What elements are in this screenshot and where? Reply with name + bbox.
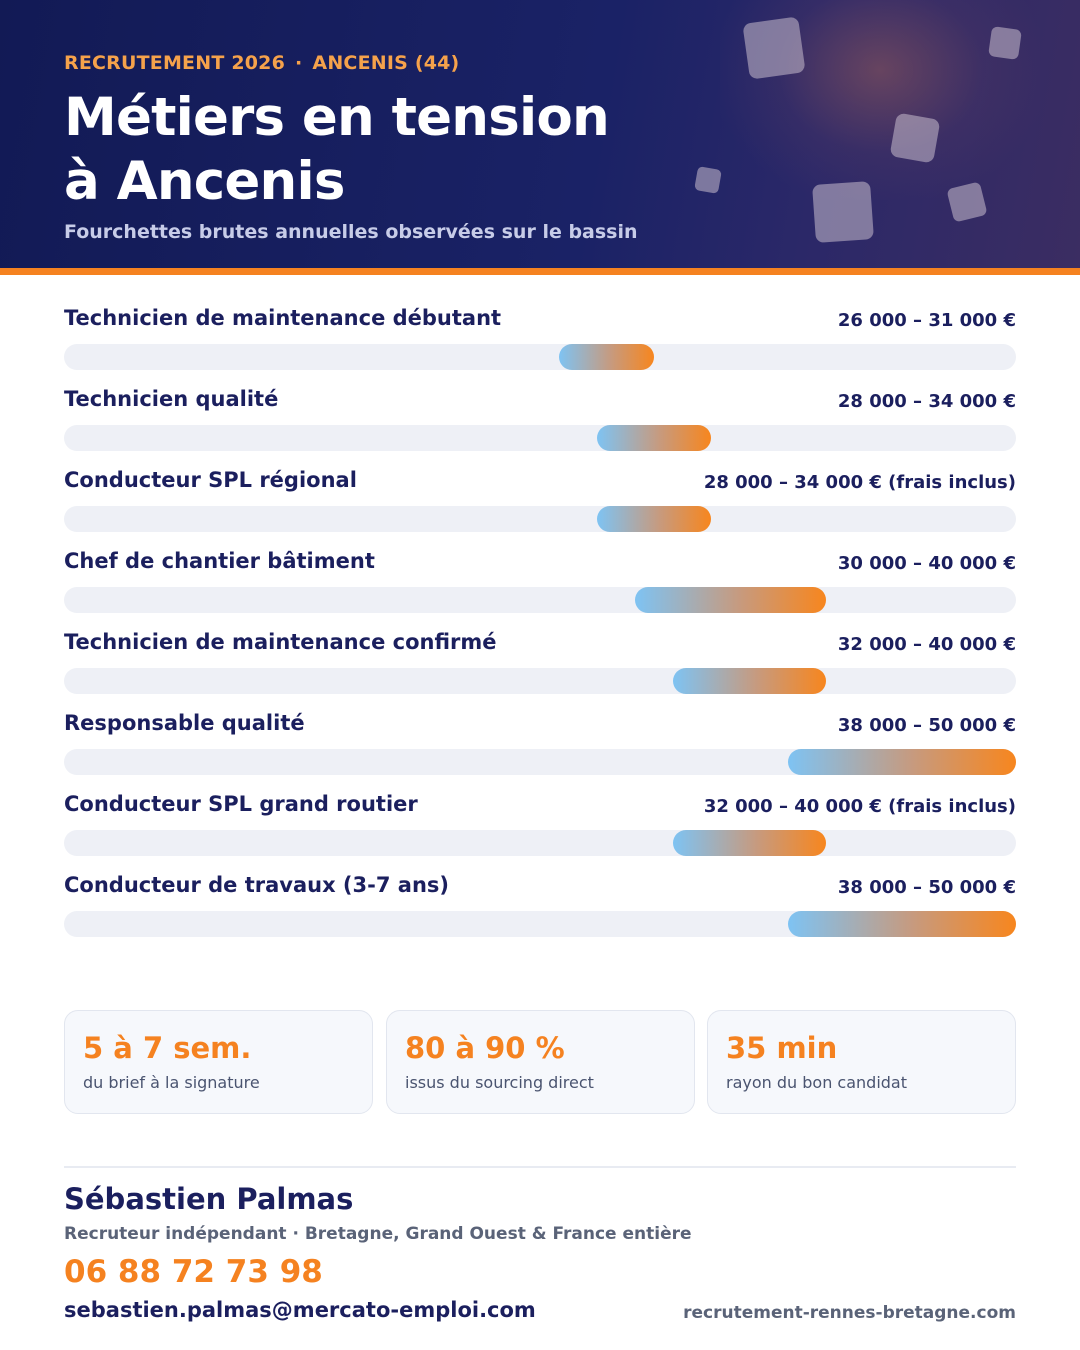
- decorative-square: [988, 26, 1022, 60]
- range-track: [64, 344, 1016, 370]
- contact-website[interactable]: recrutement-rennes-bretagne.com: [683, 1303, 1016, 1323]
- range-value-label: 30 000 – 40 000 €: [837, 553, 1016, 574]
- range-bar: [597, 506, 712, 532]
- range-track: [64, 749, 1016, 775]
- range-track: [64, 830, 1016, 856]
- category-label: Responsable qualité: [64, 711, 305, 735]
- range-track: [64, 506, 1016, 532]
- category-label: Conducteur SPL régional: [64, 468, 357, 492]
- range-value-label: 32 000 – 40 000 €: [837, 634, 1016, 655]
- stat-card-radius: 35 min rayon du bon candidat: [707, 1010, 1016, 1114]
- title-line-2: à Ancenis: [64, 151, 345, 212]
- range-track: [64, 587, 1016, 613]
- category-label: Conducteur SPL grand routier: [64, 792, 418, 816]
- footer-divider: [64, 1166, 1016, 1168]
- range-bar: [673, 668, 826, 694]
- chart-row: Conducteur SPL régional 28 000 – 34 000 €…: [64, 462, 1016, 543]
- range-bar: [673, 830, 826, 856]
- stat-label: issus du sourcing direct: [405, 1073, 594, 1092]
- category-label: Chef de chantier bâtiment: [64, 549, 375, 573]
- chart-row: Conducteur SPL grand routier 32 000 – 40 …: [64, 786, 1016, 867]
- page-title: Métiers en tension à Ancenis: [64, 86, 704, 214]
- kicker: RECRUTEMENT 2026 · ANCENIS (44): [64, 52, 459, 74]
- header-divider: [0, 268, 1080, 275]
- stat-card-sourcing: 80 à 90 % issus du sourcing direct: [386, 1010, 695, 1114]
- range-value-label: 38 000 – 50 000 €: [837, 877, 1016, 898]
- range-value-label: 28 000 – 34 000 € (frais inclus): [703, 472, 1016, 493]
- kicker-separator: ·: [295, 52, 303, 74]
- range-value-label: 32 000 – 40 000 € (frais inclus): [703, 796, 1016, 817]
- chart-row: Technicien de maintenance débutant 26 000…: [64, 300, 1016, 381]
- page-subtitle: Fourchettes brutes annuelles observées s…: [64, 221, 638, 243]
- contact-name: Sébastien Palmas: [64, 1182, 354, 1216]
- range-bar: [597, 425, 712, 451]
- contact-role: Recruteur indépendant · Bretagne, Grand …: [64, 1224, 692, 1244]
- decorative-square: [889, 112, 941, 164]
- contact-phone[interactable]: 06 88 72 73 98: [64, 1254, 323, 1290]
- chart-row: Conducteur de travaux (3-7 ans) 38 000 – …: [64, 867, 1016, 948]
- category-label: Technicien qualité: [64, 387, 279, 411]
- kicker-location: ANCENIS (44): [312, 52, 460, 74]
- chart-row: Technicien de maintenance confirmé 32 000…: [64, 624, 1016, 705]
- category-label: Technicien de maintenance débutant: [64, 306, 502, 330]
- stats-row: 5 à 7 sem. du brief à la signature 80 à …: [64, 1010, 1016, 1114]
- stat-value: 35 min: [726, 1031, 838, 1065]
- stat-value: 80 à 90 %: [405, 1031, 565, 1065]
- contact-email[interactable]: sebastien.palmas@mercato-emploi.com: [64, 1298, 536, 1322]
- chart-row: Responsable qualité 38 000 – 50 000 €: [64, 705, 1016, 786]
- stat-value: 5 à 7 sem.: [83, 1031, 252, 1065]
- range-bar: [559, 344, 655, 370]
- range-value-label: 38 000 – 50 000 €: [837, 715, 1016, 736]
- decorative-square: [742, 16, 806, 80]
- range-track: [64, 911, 1016, 937]
- stat-card-duration: 5 à 7 sem. du brief à la signature: [64, 1010, 373, 1114]
- title-line-1: Métiers en tension: [64, 87, 610, 148]
- range-value-label: 26 000 – 31 000 €: [837, 310, 1016, 331]
- category-label: Conducteur de travaux (3-7 ans): [64, 873, 450, 897]
- range-bar: [787, 749, 1016, 775]
- chart-row: Technicien qualité 28 000 – 34 000 €: [64, 381, 1016, 462]
- stat-label: du brief à la signature: [83, 1073, 260, 1092]
- kicker-year: RECRUTEMENT 2026: [64, 52, 285, 74]
- header-banner: RECRUTEMENT 2026 · ANCENIS (44) Métiers en…: [0, 0, 1080, 268]
- range-value-label: 28 000 – 34 000 €: [837, 391, 1016, 412]
- category-label: Technicien de maintenance confirmé: [64, 630, 497, 654]
- range-bar: [635, 587, 826, 613]
- salary-range-chart: Technicien de maintenance débutant 26 000…: [64, 300, 1016, 948]
- range-track: [64, 668, 1016, 694]
- range-track: [64, 425, 1016, 451]
- stat-label: rayon du bon candidat: [726, 1073, 907, 1092]
- chart-row: Chef de chantier bâtiment 30 000 – 40 000…: [64, 543, 1016, 624]
- decorative-square: [812, 181, 874, 243]
- range-bar: [787, 911, 1016, 937]
